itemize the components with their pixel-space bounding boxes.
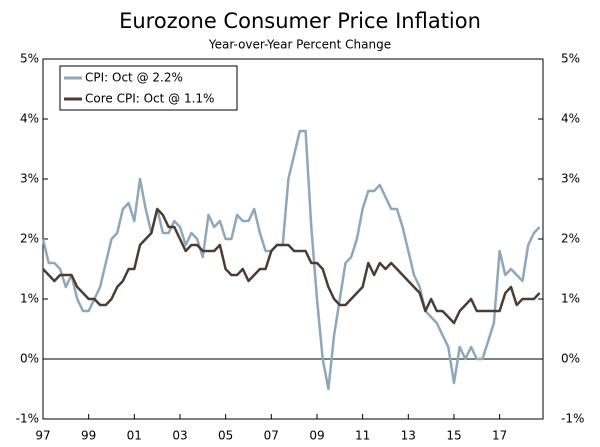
plot-frame — [42, 58, 544, 420]
x-tick-label: 99 — [81, 429, 96, 443]
y2-tick-label: 0% — [561, 352, 580, 366]
x-tick-label: 97 — [35, 429, 50, 443]
y-tick-label: 3% — [20, 172, 39, 186]
x-tick-label: 01 — [127, 429, 142, 443]
y-tick-label: 5% — [20, 52, 39, 66]
legend-box — [59, 65, 238, 111]
y2-tick-label: 1% — [561, 292, 580, 306]
y2-tick-label: 3% — [561, 172, 580, 186]
chart-title: Eurozone Consumer Price Inflation — [119, 9, 481, 33]
x-tick-label: 05 — [218, 429, 233, 443]
x-tick-label: 09 — [309, 429, 324, 443]
x-tick-label: 15 — [446, 429, 461, 443]
y2-tick-label: 5% — [561, 52, 580, 66]
y-tick-label: 1% — [20, 292, 39, 306]
x-tick-label: 13 — [401, 429, 416, 443]
y-tick-label: 2% — [20, 232, 39, 246]
y-tick-label: -1% — [16, 412, 39, 426]
x-tick-label: 11 — [355, 429, 370, 443]
y2-tick-label: 4% — [561, 112, 580, 126]
series-line — [42, 207, 541, 325]
chart-subtitle: Year-over-Year Percent Change — [208, 38, 391, 52]
x-tick-label: 17 — [492, 429, 507, 443]
y-tick-label: 0% — [20, 352, 39, 366]
legend-label: Core CPI: Oct @ 1.1% — [85, 92, 214, 106]
x-tick-label: 03 — [172, 429, 187, 443]
y2-tick-label: -1% — [561, 412, 584, 426]
y2-tick-label: 2% — [561, 232, 580, 246]
y-tick-label: 4% — [20, 112, 39, 126]
legend-label: CPI: Oct @ 2.2% — [85, 71, 183, 85]
x-tick-label: 07 — [264, 429, 279, 443]
series-line — [41, 129, 541, 391]
